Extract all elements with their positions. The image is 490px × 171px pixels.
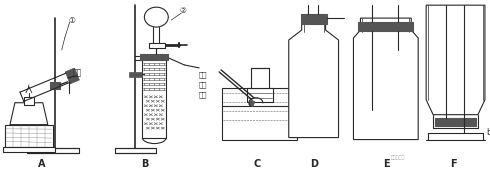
Text: 孔的: 孔的 <box>198 82 207 88</box>
Text: E: E <box>383 160 390 169</box>
Polygon shape <box>289 22 339 138</box>
Bar <box>149 43 165 48</box>
Text: ①: ① <box>68 16 75 25</box>
Polygon shape <box>426 5 485 115</box>
Text: 九年级化学: 九年级化学 <box>391 155 405 160</box>
Bar <box>115 148 156 153</box>
Bar <box>359 22 413 31</box>
Bar <box>141 54 168 60</box>
Ellipse shape <box>145 7 168 27</box>
Bar <box>24 97 34 105</box>
Bar <box>301 14 327 24</box>
Bar <box>143 58 166 138</box>
Bar <box>247 88 273 102</box>
Text: C: C <box>253 160 261 169</box>
Bar <box>50 82 60 89</box>
Bar <box>3 147 55 152</box>
Polygon shape <box>353 18 418 140</box>
Text: D: D <box>310 160 318 169</box>
Polygon shape <box>10 103 48 125</box>
Bar <box>5 125 53 147</box>
Text: 隔板: 隔板 <box>198 91 207 98</box>
Bar <box>129 72 143 77</box>
Text: ②: ② <box>180 6 187 15</box>
Text: B: B <box>141 160 148 169</box>
Bar <box>251 68 269 88</box>
Bar <box>435 118 476 126</box>
Text: 带小: 带小 <box>198 71 207 78</box>
Bar <box>222 88 297 140</box>
Polygon shape <box>65 68 79 84</box>
Polygon shape <box>249 100 255 107</box>
Text: b: b <box>486 128 490 137</box>
Text: A: A <box>38 160 46 169</box>
Text: F: F <box>450 160 456 169</box>
Text: 棉花: 棉花 <box>73 68 82 77</box>
Bar <box>27 148 79 153</box>
